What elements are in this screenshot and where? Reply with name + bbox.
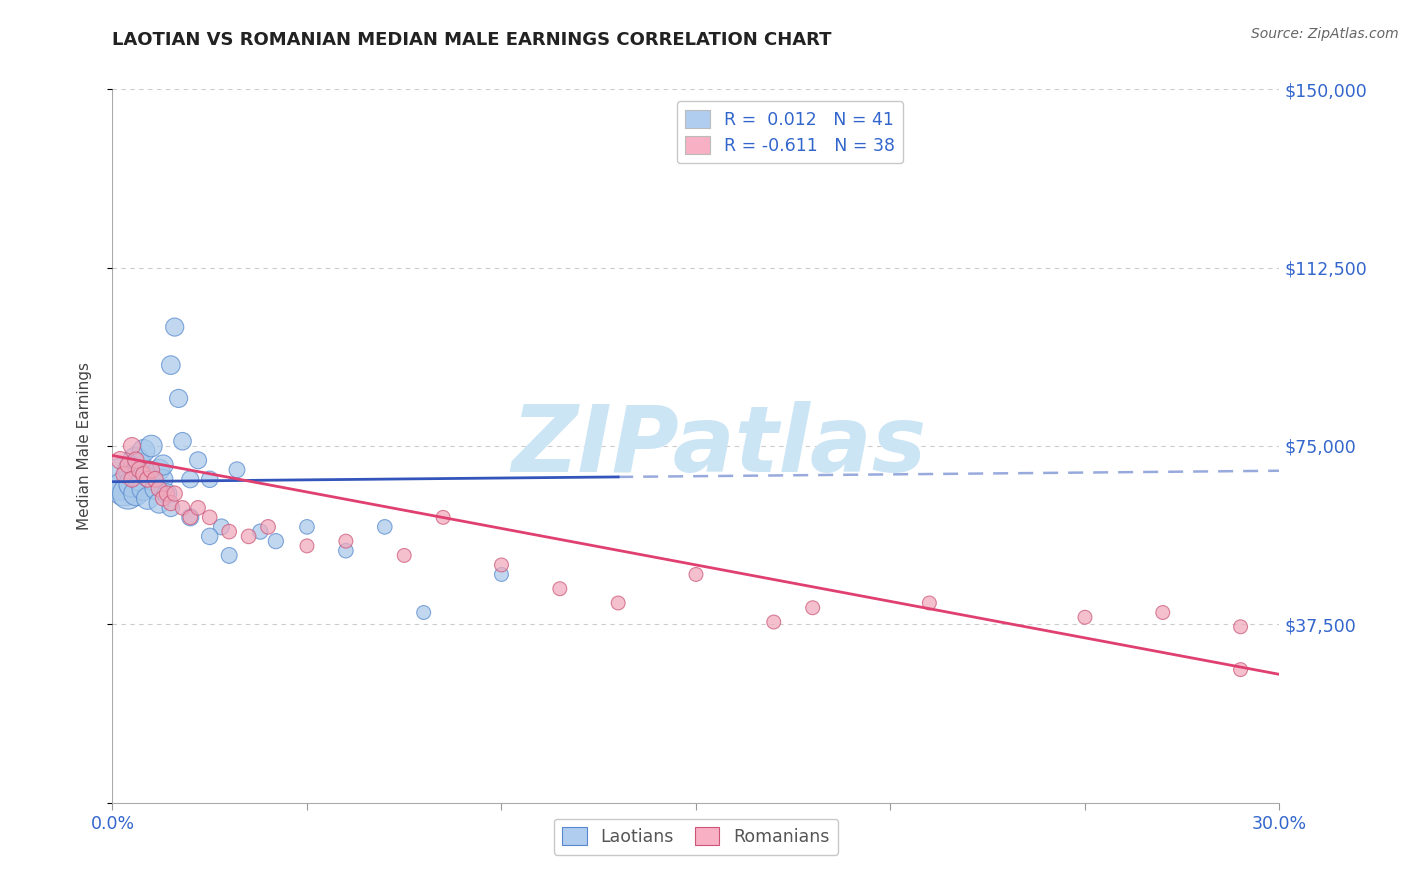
Point (141, 439, 163, 453)
Text: LAOTIAN VS ROMANIAN MEDIAN MALE EARNINGS CORRELATION CHART: LAOTIAN VS ROMANIAN MEDIAN MALE EARNINGS… (112, 31, 832, 49)
Point (412, 606, 434, 620)
Point (156, 486, 179, 500)
Point (136, 491, 159, 506)
Point (160, 358, 183, 372)
Point (143, 482, 166, 496)
Point (249, 524, 271, 539)
Point (198, 529, 221, 543)
Point (121, 472, 143, 486)
Point (1229, 663, 1251, 677)
Point (163, 486, 186, 500)
Point (179, 510, 201, 524)
Point (148, 496, 170, 510)
Point (117, 486, 139, 500)
Point (179, 472, 201, 486)
Legend: Laotians, Romanians: Laotians, Romanians (554, 819, 838, 855)
Point (264, 534, 287, 549)
Point (1229, 620, 1251, 634)
Point (156, 486, 179, 500)
Point (152, 472, 174, 486)
Point (257, 520, 280, 534)
Point (110, 472, 132, 486)
Point (136, 472, 159, 486)
Point (125, 486, 148, 500)
Point (762, 615, 785, 629)
Point (295, 539, 318, 553)
Point (117, 458, 139, 472)
Point (143, 472, 166, 486)
Point (132, 443, 155, 458)
Point (132, 482, 155, 496)
Point (335, 543, 357, 558)
Point (128, 463, 150, 477)
Point (125, 453, 148, 467)
Point (295, 520, 318, 534)
Point (141, 472, 163, 486)
Point (801, 600, 824, 615)
Point (374, 520, 396, 534)
Point (152, 491, 174, 506)
Point (121, 463, 143, 477)
Point (121, 477, 143, 491)
Point (132, 467, 155, 482)
Point (918, 596, 941, 610)
Text: ZIPatlas: ZIPatlas (512, 401, 927, 491)
Point (141, 463, 163, 477)
Point (209, 520, 232, 534)
Y-axis label: Median Male Earnings: Median Male Earnings (77, 362, 91, 530)
Point (218, 524, 240, 539)
Point (198, 472, 221, 486)
Point (226, 463, 249, 477)
Point (160, 500, 183, 515)
Point (167, 392, 190, 406)
Point (491, 558, 513, 572)
Point (238, 529, 260, 543)
Point (1074, 610, 1097, 624)
Text: Source: ZipAtlas.com: Source: ZipAtlas.com (1251, 27, 1399, 41)
Point (125, 453, 148, 467)
Point (172, 500, 194, 515)
Point (218, 549, 240, 563)
Point (685, 567, 707, 582)
Point (160, 496, 183, 510)
Point (112, 482, 135, 496)
Point (121, 439, 143, 453)
Point (172, 434, 194, 449)
Point (148, 482, 170, 496)
Point (128, 472, 150, 486)
Point (179, 510, 201, 524)
Point (187, 500, 209, 515)
Point (392, 549, 416, 563)
Point (148, 463, 170, 477)
Point (163, 320, 186, 334)
Point (112, 467, 135, 482)
Point (152, 458, 174, 472)
Point (548, 582, 571, 596)
Point (187, 453, 209, 467)
Point (607, 596, 630, 610)
Point (128, 458, 150, 472)
Point (110, 453, 132, 467)
Point (491, 567, 513, 582)
Point (198, 510, 221, 524)
Point (1152, 606, 1174, 620)
Point (432, 510, 454, 524)
Point (136, 467, 159, 482)
Point (335, 534, 357, 549)
